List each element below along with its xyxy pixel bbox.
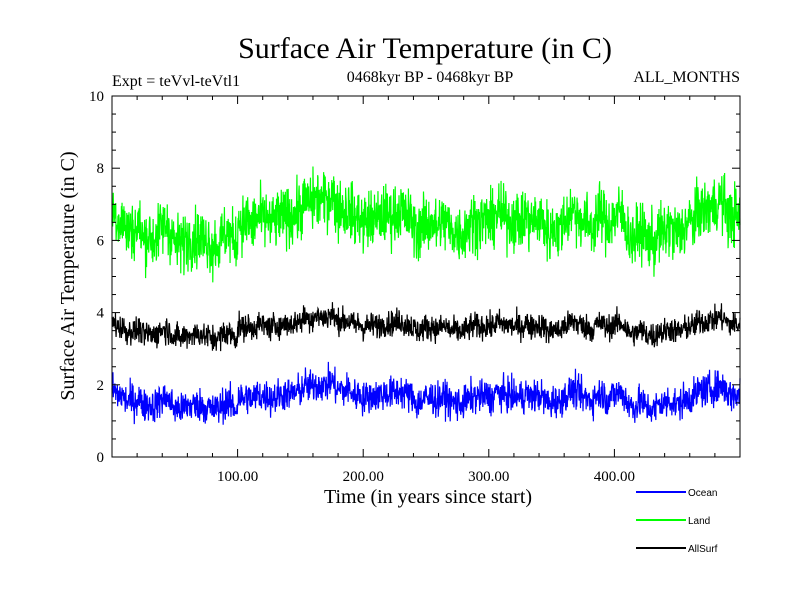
legend-label-ocean: Ocean <box>688 488 717 499</box>
y-tick-label: 10 <box>89 89 104 105</box>
y-tick-label: 0 <box>97 450 105 466</box>
y-axis-label: Surface Air Temperature (in C) <box>57 151 79 400</box>
series-line-allsurf <box>111 302 741 352</box>
y-tick-label: 6 <box>97 233 105 249</box>
y-tick-label: 8 <box>97 161 105 177</box>
x-tick-label: 300.00 <box>468 469 509 485</box>
y-tick-label: 4 <box>97 306 105 322</box>
legend-label-allsurf: AllSurf <box>688 544 718 555</box>
x-tick-label: 100.00 <box>217 469 258 485</box>
x-tick-label: 400.00 <box>594 469 635 485</box>
y-tick-label: 2 <box>97 378 105 394</box>
legend: Ocean Land AllSurf <box>636 488 718 555</box>
experiment-label: Expt = teVvl-teVtl1 <box>112 73 240 90</box>
series-layer <box>111 166 741 425</box>
legend-label-land: Land <box>688 516 710 527</box>
x-axis-label: Time (in years since start) <box>324 486 532 508</box>
series-line-land <box>111 166 741 283</box>
months-label: ALL_MONTHS <box>633 69 740 86</box>
x-tick-label: 200.00 <box>343 469 384 485</box>
axis-ticks: 0 2 4 6 8 10 100.00 200.00 300.00 400.00 <box>89 89 740 485</box>
period-label: 0468kyr BP - 0468kyr BP <box>347 69 514 86</box>
series-line-ocean <box>111 361 741 425</box>
chart-title: Surface Air Temperature (in C) <box>238 32 612 65</box>
